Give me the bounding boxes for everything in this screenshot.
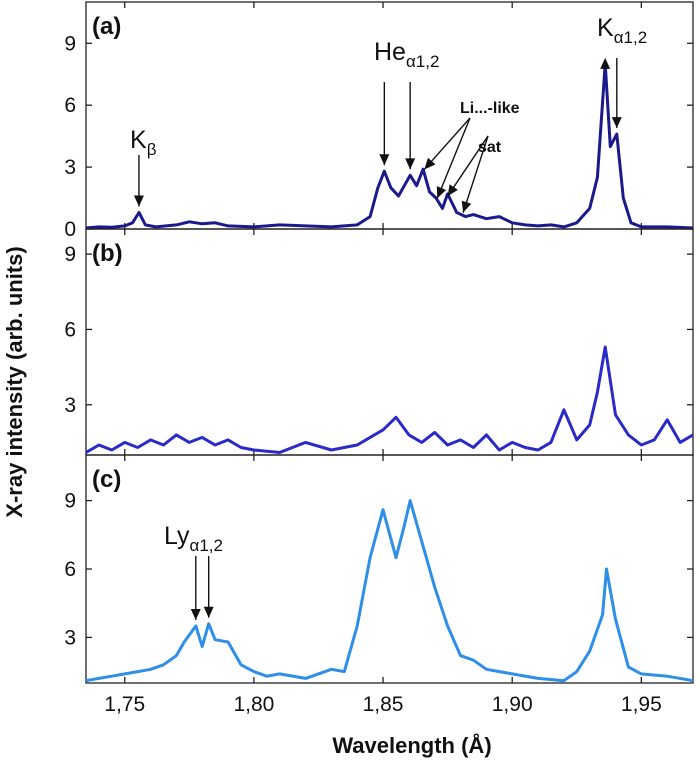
y-tick-label: 9 bbox=[64, 32, 76, 55]
annotation-arrow bbox=[436, 117, 471, 199]
panel-frame bbox=[85, 228, 694, 456]
y-tick-label: 6 bbox=[64, 558, 76, 581]
x-axis: 1,75 1,80 1,85 1,90 1,95 bbox=[104, 693, 661, 716]
y-tick-label: 6 bbox=[64, 94, 76, 117]
annotation-arrowhead bbox=[436, 186, 447, 199]
annotation-arrowhead bbox=[424, 157, 436, 170]
annotation-arrowhead bbox=[447, 184, 458, 197]
annotation-label: Kα1,2 bbox=[597, 14, 647, 47]
y-tick-label: 3 bbox=[64, 394, 76, 417]
series-line bbox=[85, 62, 694, 230]
y-tick-label: 9 bbox=[64, 243, 76, 266]
x-tick-label: 1,85 bbox=[363, 693, 404, 716]
panel-frame bbox=[85, 454, 694, 684]
y-tick-label: 6 bbox=[64, 318, 76, 341]
annotation-label: Kβ bbox=[130, 126, 157, 159]
annotation-arrowhead bbox=[611, 117, 622, 129]
x-tick-label: 1,75 bbox=[104, 693, 145, 716]
annotation-arrowhead bbox=[379, 154, 390, 166]
panel-label: (b) bbox=[92, 240, 123, 267]
y-tick-label: 9 bbox=[64, 490, 76, 513]
annotation-arrow bbox=[447, 135, 489, 197]
y-tick-label: 3 bbox=[64, 156, 76, 179]
x-axis-title: Wavelength (Å) bbox=[332, 732, 491, 758]
panel-label: (a) bbox=[92, 13, 121, 40]
annotation-arrowhead bbox=[405, 158, 416, 170]
annotation-arrowhead bbox=[600, 57, 611, 69]
panel-b: 3 6 9 (b) bbox=[64, 228, 694, 456]
annotation-arrowhead bbox=[203, 606, 214, 618]
annotation-arrow bbox=[423, 117, 471, 170]
panel-a: 0 3 6 9 (a) Kβ Heα1,2 Kα1,2 Li...-like sat bbox=[64, 1, 694, 241]
x-tick-label: 1,80 bbox=[233, 693, 274, 716]
annotation-arrowhead bbox=[190, 609, 201, 620]
annotation-label: Heα1,2 bbox=[374, 38, 439, 71]
y-tick-label: 3 bbox=[64, 626, 76, 649]
annotation-arrowhead bbox=[461, 200, 472, 213]
annotation-arrow bbox=[462, 135, 489, 213]
annotation-label: sat bbox=[478, 139, 502, 156]
y-axis-title: X-ray intensity (arb. units) bbox=[2, 246, 27, 517]
series-line bbox=[85, 345, 694, 454]
panel-label: (c) bbox=[92, 466, 121, 493]
annotation-label: Lyα1,2 bbox=[164, 522, 223, 555]
x-tick-label: 1,95 bbox=[621, 693, 662, 716]
annotation-arrowhead bbox=[133, 195, 144, 207]
annotation-label: Li...-like bbox=[460, 100, 520, 117]
panel-c: 3 6 9 (c) Lyα1,2 bbox=[64, 454, 694, 684]
x-tick-label: 1,90 bbox=[492, 693, 533, 716]
series-line bbox=[85, 499, 694, 683]
y-tick-label: 0 bbox=[64, 218, 76, 241]
